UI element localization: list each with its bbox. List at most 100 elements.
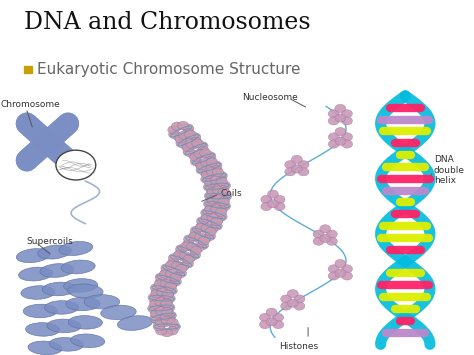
Circle shape <box>153 322 164 331</box>
Circle shape <box>184 253 196 262</box>
Circle shape <box>335 137 346 145</box>
Circle shape <box>197 241 209 250</box>
Circle shape <box>155 273 166 282</box>
Circle shape <box>150 310 162 318</box>
Circle shape <box>207 214 219 223</box>
Circle shape <box>267 190 278 198</box>
Circle shape <box>189 232 200 241</box>
Circle shape <box>164 294 175 303</box>
Circle shape <box>178 253 190 261</box>
Circle shape <box>190 153 201 161</box>
Circle shape <box>215 208 227 217</box>
Circle shape <box>159 270 171 278</box>
Circle shape <box>165 261 177 269</box>
Ellipse shape <box>49 338 83 351</box>
Circle shape <box>197 142 208 150</box>
Circle shape <box>198 146 209 155</box>
Circle shape <box>182 124 194 132</box>
Ellipse shape <box>16 248 50 263</box>
Circle shape <box>261 195 272 203</box>
Circle shape <box>189 251 201 260</box>
Text: Chromosome: Chromosome <box>1 100 61 109</box>
Ellipse shape <box>40 264 74 277</box>
Circle shape <box>159 318 171 327</box>
Circle shape <box>207 169 218 178</box>
Circle shape <box>156 288 168 296</box>
Ellipse shape <box>28 341 62 355</box>
Circle shape <box>169 130 180 139</box>
Circle shape <box>195 223 206 232</box>
Circle shape <box>167 327 178 335</box>
Circle shape <box>181 242 192 251</box>
Circle shape <box>161 299 172 308</box>
Circle shape <box>196 222 208 230</box>
Circle shape <box>169 322 181 331</box>
Circle shape <box>335 127 346 136</box>
Circle shape <box>273 321 283 329</box>
Circle shape <box>179 131 190 140</box>
Circle shape <box>215 176 227 185</box>
Circle shape <box>155 298 166 306</box>
Circle shape <box>261 202 272 211</box>
Circle shape <box>213 195 224 203</box>
Circle shape <box>201 214 212 222</box>
Circle shape <box>193 234 205 243</box>
Circle shape <box>172 122 183 131</box>
Ellipse shape <box>68 316 102 329</box>
Circle shape <box>328 265 339 273</box>
Circle shape <box>204 192 216 200</box>
Circle shape <box>165 270 177 278</box>
Circle shape <box>335 269 346 277</box>
Circle shape <box>205 179 216 187</box>
Circle shape <box>218 197 229 206</box>
Circle shape <box>183 235 195 244</box>
Circle shape <box>195 160 207 169</box>
Text: Eukaryotic Chromosome Structure: Eukaryotic Chromosome Structure <box>37 62 301 77</box>
Circle shape <box>155 318 167 327</box>
Ellipse shape <box>18 267 53 281</box>
Ellipse shape <box>23 304 57 318</box>
Text: Histones: Histones <box>279 342 318 351</box>
Circle shape <box>155 278 167 286</box>
Ellipse shape <box>45 301 79 314</box>
Circle shape <box>342 272 353 280</box>
Circle shape <box>194 233 206 241</box>
Circle shape <box>168 253 180 262</box>
Circle shape <box>200 149 211 157</box>
Circle shape <box>216 177 228 186</box>
Circle shape <box>161 328 173 337</box>
Circle shape <box>285 168 296 176</box>
Circle shape <box>210 161 222 170</box>
Circle shape <box>200 158 211 166</box>
Ellipse shape <box>42 282 76 296</box>
Circle shape <box>273 313 283 322</box>
Bar <box>24 66 32 73</box>
Circle shape <box>161 299 173 307</box>
Circle shape <box>161 264 172 272</box>
Circle shape <box>172 261 183 269</box>
Circle shape <box>285 160 296 169</box>
Circle shape <box>207 196 218 204</box>
Circle shape <box>175 135 186 143</box>
Circle shape <box>160 281 171 289</box>
Circle shape <box>153 318 164 326</box>
Circle shape <box>184 130 196 139</box>
Ellipse shape <box>47 319 81 333</box>
Circle shape <box>190 133 201 141</box>
Circle shape <box>201 175 212 184</box>
Circle shape <box>177 262 189 271</box>
Circle shape <box>180 132 191 141</box>
Circle shape <box>165 311 176 320</box>
Circle shape <box>175 264 187 273</box>
Circle shape <box>160 279 172 288</box>
Circle shape <box>164 272 176 280</box>
Circle shape <box>274 202 285 211</box>
Circle shape <box>342 265 353 273</box>
Circle shape <box>162 290 173 299</box>
Circle shape <box>155 307 167 315</box>
Circle shape <box>183 255 194 263</box>
Ellipse shape <box>59 241 93 256</box>
Circle shape <box>176 139 187 148</box>
Circle shape <box>281 295 292 303</box>
Circle shape <box>56 150 96 180</box>
